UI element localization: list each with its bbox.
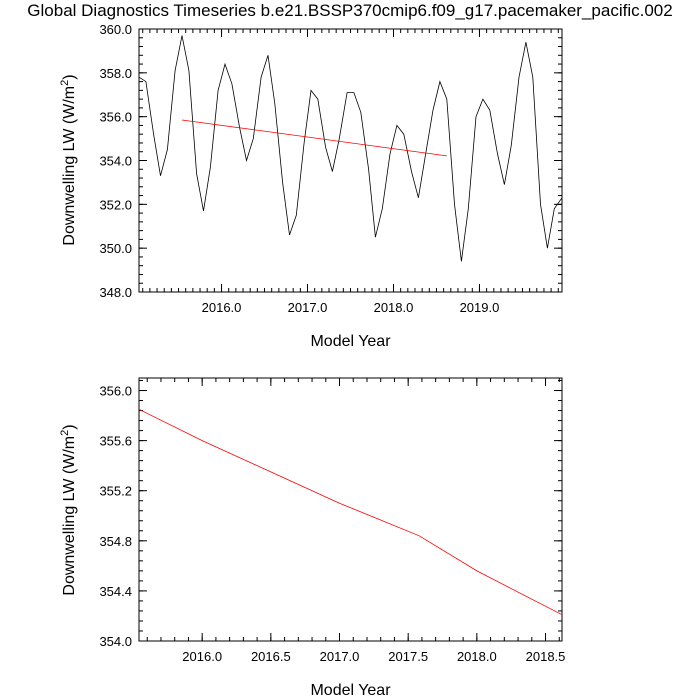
p0-y-tick-label: 354.0 [99, 154, 132, 169]
p0-y-tick-label: 350.0 [99, 241, 132, 256]
p0-y-tick-label: 352.0 [99, 197, 132, 212]
top-timeseries-panel: 2016.0 2017.0 2018.0 2019.0 348.0 350.0 352.0 3… [59, 22, 563, 350]
p0-y-tick-label: 358.0 [99, 66, 132, 81]
p1-y-tick-label: 354.0 [99, 634, 132, 649]
p1-y-tick-label: 356.0 [99, 384, 132, 399]
p0-y-tick-label: 360.0 [99, 22, 132, 37]
p0-x-tick-label: 2016.0 [202, 300, 242, 315]
p1-y-tick-label: 355.2 [99, 484, 132, 499]
p1-x-tick-label: 2016.0 [182, 649, 222, 664]
p1-x-tick-label: 2016.5 [251, 649, 291, 664]
p1-plot-frame [138, 377, 563, 642]
figure-title: Global Diagnostics Timeseries b.e21.BSSP… [27, 1, 672, 20]
p1-trend-line [138, 408, 563, 616]
p0-plot-frame [138, 28, 563, 293]
p0-x-tick-label: 2019.0 [460, 300, 500, 315]
p0-trend-line [181, 119, 447, 157]
p1-x-tick-label: 2017.0 [320, 649, 360, 664]
p1-y-tick-label: 355.6 [99, 434, 132, 449]
p1-x-tick-label: 2018.0 [457, 649, 497, 664]
p0-y-tick-label: 356.0 [99, 110, 132, 125]
p1-y-axis-label: Downwelling LW (W/m2) [59, 424, 78, 595]
p0-x-tick-label: 2018.0 [374, 300, 414, 315]
p1-y-tick-label: 354.4 [99, 584, 132, 599]
bottom-trend-panel: 2016.0 2016.5 2017.0 2017.5 2018.0 2018.5 354.… [59, 377, 566, 699]
p0-timeseries-line [138, 35, 563, 262]
p0-x-axis-label: Model Year [310, 333, 391, 350]
p1-x-tick-label: 2017.5 [388, 649, 428, 664]
p0-y-axis-label: Downwelling LW (W/m2) [59, 74, 78, 245]
p1-x-tick-label: 2018.5 [526, 649, 566, 664]
p1-y-tick-label: 354.8 [99, 534, 132, 549]
p0-x-tick-label: 2017.0 [288, 300, 328, 315]
p0-y-tick-label: 348.0 [99, 285, 132, 300]
p1-x-axis-label: Model Year [310, 682, 391, 699]
